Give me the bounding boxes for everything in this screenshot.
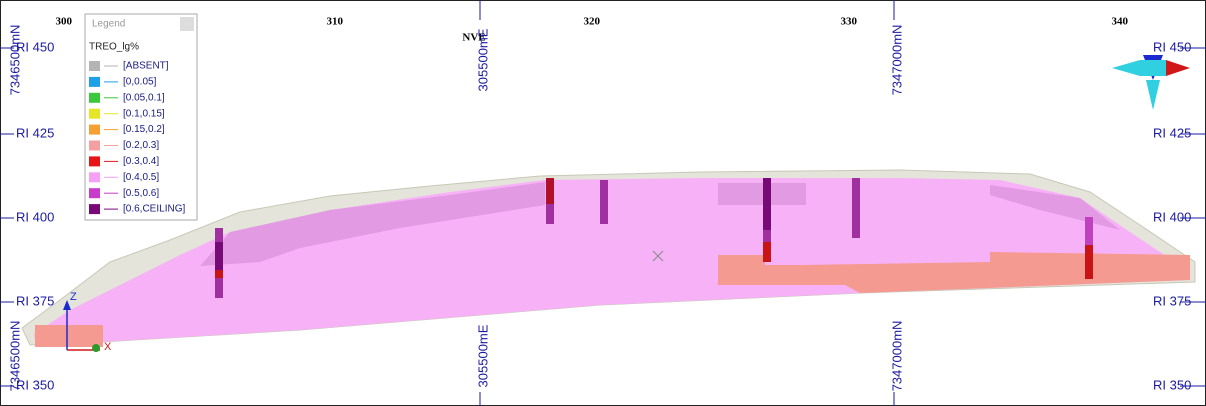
legend-swatch — [89, 204, 100, 214]
section-label: 330 — [841, 16, 858, 28]
grid-label: 7346500mN — [7, 321, 22, 392]
grid-label: 305500mE — [475, 28, 490, 91]
legend-item: [0,0.05] — [123, 77, 157, 88]
drillhole — [763, 242, 771, 262]
legend-swatch — [89, 125, 100, 135]
viewport: 300310320330340NVERI 450RI 450RI 425RI 4… — [0, 0, 1206, 406]
rl-label: RI 375 — [1153, 293, 1191, 308]
legend-swatch — [89, 156, 100, 166]
drillhole — [215, 270, 223, 278]
legend-item: [0.05,0.1] — [123, 92, 165, 103]
drillhole — [763, 178, 771, 230]
drillhole — [546, 178, 554, 204]
high-grade-band — [718, 183, 806, 205]
rl-label: RI 350 — [1153, 377, 1191, 392]
section-label: 300 — [56, 16, 73, 28]
legend-item: [0.2,0.3] — [123, 140, 159, 151]
legend-swatch — [89, 61, 100, 71]
legend-swatch — [89, 172, 100, 182]
triad-x: X — [104, 341, 112, 353]
low-grade-zone — [35, 325, 103, 347]
drillhole — [600, 180, 608, 224]
legend-item: [0.4,0.5] — [123, 172, 159, 183]
section-label: 320 — [584, 16, 601, 28]
legend-close[interactable] — [180, 17, 194, 31]
legend-item: [ABSENT] — [123, 61, 169, 72]
rl-label: RI 400 — [1153, 209, 1191, 224]
legend-item: [0.3,0.4] — [123, 156, 159, 167]
grid-label: 7347000mN — [889, 25, 904, 96]
rl-label: RI 375 — [16, 293, 54, 308]
grid-label: 7346500mN — [7, 25, 22, 96]
section-label: 310 — [327, 16, 344, 28]
legend-attribute: TREO_lg% — [89, 42, 139, 53]
legend-item: [0.1,0.15] — [123, 108, 165, 119]
legend-swatch — [89, 109, 100, 119]
legend-swatch — [89, 141, 100, 151]
section-label: 340 — [1112, 16, 1129, 28]
drillhole — [1085, 217, 1093, 245]
triad-z: Z — [70, 291, 77, 303]
legend-item: [0.6,CEILING] — [123, 204, 185, 215]
legend-swatch — [89, 77, 100, 87]
legend-item: [0.5,0.6] — [123, 188, 159, 199]
drillhole — [215, 242, 223, 272]
legend-swatch — [89, 188, 100, 198]
grid-label: 305500mE — [475, 324, 490, 387]
legend-title: Legend — [92, 19, 125, 30]
rl-label: RI 425 — [16, 125, 54, 140]
rl-label: RI 400 — [16, 209, 54, 224]
grid-label: 7347000mN — [889, 321, 904, 392]
rl-label: RI 425 — [1153, 125, 1191, 140]
drillhole — [852, 178, 860, 238]
legend-swatch — [89, 93, 100, 103]
rl-label: RI 450 — [1153, 39, 1191, 54]
legend-item: [0.15,0.2] — [123, 124, 165, 135]
